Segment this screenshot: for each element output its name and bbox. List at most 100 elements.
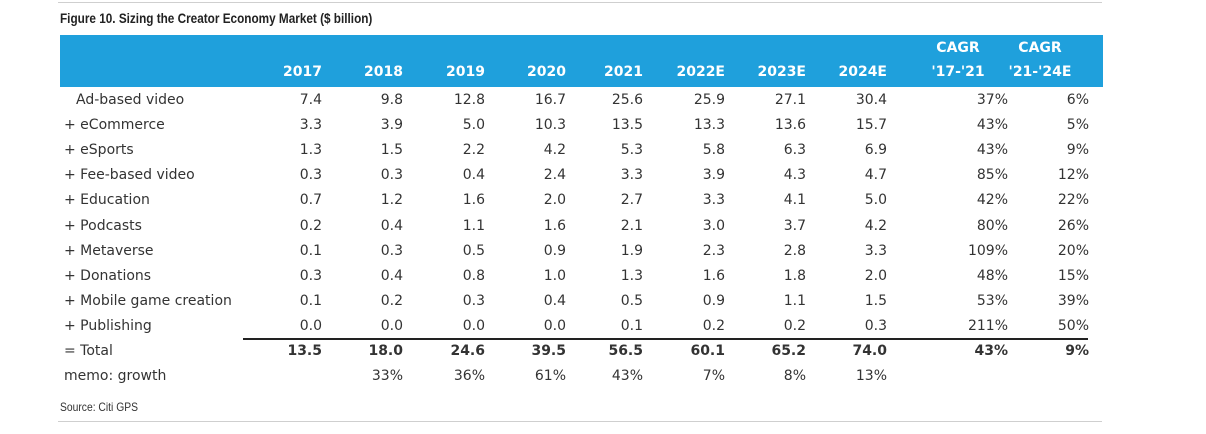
row-label: memo: growth xyxy=(64,368,167,385)
value-cell: 61% xyxy=(534,368,566,385)
bottom-rule xyxy=(58,421,1102,422)
table-row: + Metaverse 0.1 0.3 0.5 0.9 1.9 2.3 2.8 3.3 109% 2… xyxy=(60,241,1103,266)
value-cell: 0.9 xyxy=(702,292,725,309)
value-cell: 2.0 xyxy=(864,267,887,284)
cagr2-cell: 5% xyxy=(1066,117,1089,134)
cagr1-cell: 43% xyxy=(974,343,1008,359)
value-cell: 2.2 xyxy=(462,142,485,159)
value-cell: 4.2 xyxy=(864,217,887,234)
column-header-cagr1-top: CAGR xyxy=(936,40,980,56)
value-cell: 13.5 xyxy=(611,117,643,134)
cagr2-cell: 26% xyxy=(1057,217,1089,234)
figure-title: Figure 10. Sizing the Creator Economy Ma… xyxy=(60,10,373,26)
table-row: + Mobile game creation 0.1 0.2 0.3 0.4 0.5 0.9… xyxy=(60,291,1103,316)
value-cell: 2.1 xyxy=(620,217,643,234)
cagr2-cell: 22% xyxy=(1057,192,1089,209)
value-cell: 30.4 xyxy=(855,92,887,108)
value-cell: 1.1 xyxy=(783,292,806,309)
value-cell: 1.2 xyxy=(380,192,403,209)
value-cell: 2.7 xyxy=(620,192,643,209)
value-cell: 5.3 xyxy=(620,142,643,159)
row-label: + Donations xyxy=(64,267,152,284)
column-header-year: 2020 xyxy=(527,64,566,80)
growth-row: memo: growth 33% 36% 61% 43% 7% 8% 13% xyxy=(60,366,1103,391)
value-cell: 24.6 xyxy=(450,343,485,359)
value-cell: 9.8 xyxy=(380,92,403,108)
value-cell: 3.7 xyxy=(783,217,806,234)
row-label: + Podcasts xyxy=(64,217,142,234)
value-cell: 25.9 xyxy=(693,92,725,108)
value-cell: 4.3 xyxy=(783,167,806,184)
value-cell: 1.6 xyxy=(702,267,725,284)
value-cell: 1.9 xyxy=(620,242,643,259)
value-cell: 5.0 xyxy=(864,192,887,209)
value-cell: 6.3 xyxy=(783,142,806,159)
row-label: + Metaverse xyxy=(64,242,154,259)
value-cell: 5.8 xyxy=(702,142,725,159)
value-cell: 13.5 xyxy=(287,343,322,359)
cagr2-cell: 6% xyxy=(1066,92,1089,108)
cagr2-cell: 15% xyxy=(1057,267,1089,284)
value-cell: 3.9 xyxy=(380,117,403,134)
value-cell: 10.3 xyxy=(534,117,566,134)
value-cell: 0.3 xyxy=(462,292,485,309)
value-cell: 74.0 xyxy=(852,343,887,359)
value-cell: 0.1 xyxy=(299,242,322,259)
value-cell: 0.0 xyxy=(543,317,566,334)
value-cell: 1.8 xyxy=(783,267,806,284)
value-cell: 36% xyxy=(453,368,485,385)
table-row: + Donations 0.3 0.4 0.8 1.0 1.3 1.6 1.8 2.0 48% 15… xyxy=(60,266,1103,291)
value-cell: 0.1 xyxy=(620,317,643,334)
value-cell: 2.4 xyxy=(543,167,566,184)
cagr1-cell: 85% xyxy=(976,167,1008,184)
value-cell: 4.1 xyxy=(783,192,806,209)
table-row: + Education 0.7 1.2 1.6 2.0 2.7 3.3 4.1 5.0 42% 22… xyxy=(60,190,1103,215)
value-cell: 8% xyxy=(783,368,806,385)
value-cell: 0.3 xyxy=(380,242,403,259)
cagr2-cell: 39% xyxy=(1057,292,1089,309)
value-cell: 0.0 xyxy=(462,317,485,334)
value-cell: 27.1 xyxy=(774,92,806,108)
row-label: = Total xyxy=(64,343,113,359)
cagr1-cell: 80% xyxy=(976,217,1008,234)
value-cell: 4.7 xyxy=(864,167,887,184)
cagr1-cell: 109% xyxy=(967,242,1008,259)
value-cell: 56.5 xyxy=(608,343,643,359)
column-header-year: 2017 xyxy=(283,64,322,80)
column-header-year: 2018 xyxy=(364,64,403,80)
value-cell: 65.2 xyxy=(771,343,806,359)
value-cell: 1.5 xyxy=(864,292,887,309)
value-cell: 0.2 xyxy=(702,317,725,334)
value-cell: 3.0 xyxy=(702,217,725,234)
row-label: Ad-based video xyxy=(76,92,185,108)
value-cell: 16.7 xyxy=(534,92,566,108)
value-cell: 12.8 xyxy=(453,92,485,108)
cagr1-cell: 53% xyxy=(976,292,1008,309)
value-cell: 0.5 xyxy=(462,242,485,259)
value-cell: 2.0 xyxy=(543,192,566,209)
value-cell: 3.3 xyxy=(864,242,887,259)
value-cell: 0.4 xyxy=(543,292,566,309)
value-cell: 4.2 xyxy=(543,142,566,159)
column-header-year: 2021 xyxy=(604,64,643,80)
total-row: = Total 13.5 18.0 24.6 39.5 56.5 60.1 65.2 74.0 4… xyxy=(60,341,1103,366)
column-header-cagr2-bottom: '21-'24E xyxy=(1008,64,1072,80)
value-cell: 0.4 xyxy=(380,267,403,284)
value-cell: 18.0 xyxy=(368,343,403,359)
table-row: + Fee-based video 0.3 0.3 0.4 2.4 3.3 3.9 4.3 4.… xyxy=(60,165,1103,190)
value-cell: 15.7 xyxy=(855,117,887,134)
value-cell: 2.8 xyxy=(783,242,806,259)
table-row: + Publishing 0.0 0.0 0.0 0.0 0.1 0.2 0.2 0.3 211%… xyxy=(60,316,1103,341)
value-cell: 0.3 xyxy=(864,317,887,334)
value-cell: 0.4 xyxy=(380,217,403,234)
cagr1-cell: 37% xyxy=(976,92,1008,108)
value-cell: 13.3 xyxy=(693,117,725,134)
cagr2-cell: 12% xyxy=(1057,167,1089,184)
value-cell: 25.6 xyxy=(611,92,643,108)
value-cell: 0.9 xyxy=(543,242,566,259)
value-cell: 3.3 xyxy=(299,117,322,134)
value-cell: 1.6 xyxy=(462,192,485,209)
value-cell: 0.2 xyxy=(783,317,806,334)
row-label: + Publishing xyxy=(64,317,152,334)
value-cell: 1.3 xyxy=(299,142,322,159)
